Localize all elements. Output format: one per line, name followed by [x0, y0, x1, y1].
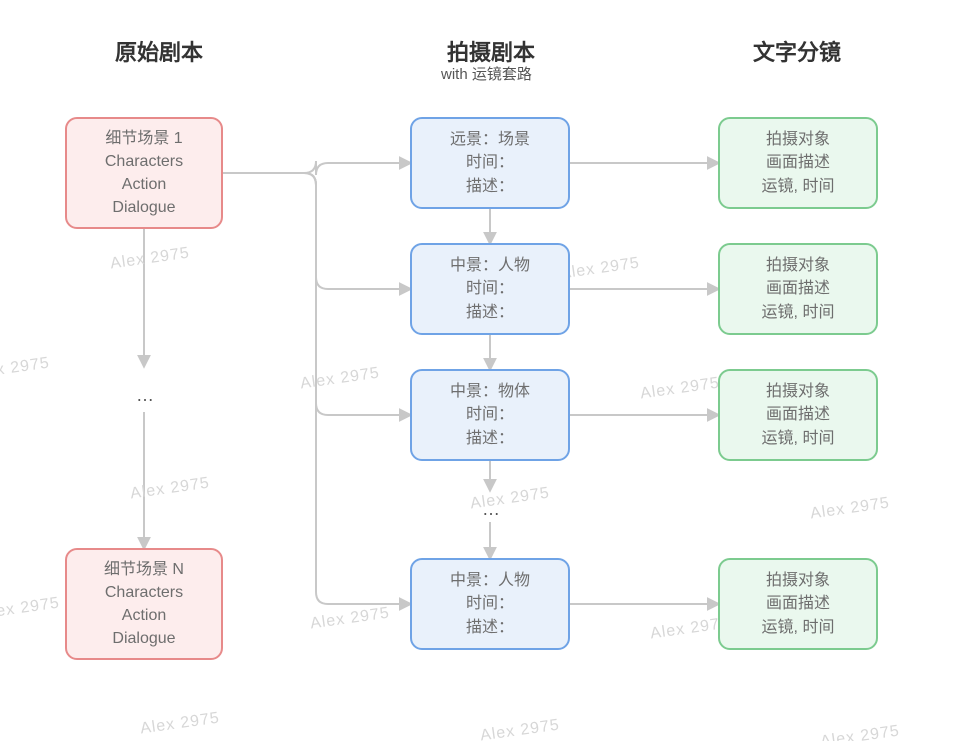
- node-text-line: 拍摄对象: [766, 254, 830, 277]
- node-text-line: Action: [122, 604, 166, 627]
- node-text-line: 拍摄对象: [766, 569, 830, 592]
- watermark: Alex 2975: [129, 475, 211, 504]
- node-text-line: 细节场景 N: [104, 558, 184, 581]
- column-subtitle-2: with 运镜套路: [441, 63, 532, 84]
- node-text-line: 运镜, 时间: [762, 175, 835, 198]
- node-s1: 细节场景 1CharactersActionDialogue: [65, 117, 223, 229]
- node-text-line: 中景：人物: [450, 569, 530, 592]
- node-text-line: 运镜, 时间: [762, 301, 835, 324]
- arrow: [223, 161, 410, 175]
- node-b1: 远景：场景时间：描述：: [410, 117, 570, 209]
- node-text-line: Action: [122, 173, 166, 196]
- node-text-line: Characters: [105, 150, 183, 173]
- node-text-line: 描述：: [466, 301, 514, 324]
- watermark: Alex 2975: [479, 717, 561, 741]
- column-header-3: 文字分镜: [753, 35, 841, 67]
- node-text-line: 时间：: [466, 151, 514, 174]
- watermark: Alex 2975: [559, 255, 641, 284]
- watermark: Alex 2975: [819, 723, 901, 741]
- node-text-line: 中景：物体: [450, 380, 530, 403]
- watermark: Alex 2975: [639, 375, 721, 404]
- node-text-line: 画面描述: [766, 277, 830, 300]
- watermark: Alex 2975: [0, 355, 51, 384]
- node-g3: 拍摄对象画面描述运镜, 时间: [718, 369, 878, 461]
- node-sN: 细节场景 NCharactersActionDialogue: [65, 548, 223, 660]
- node-text-line: 画面描述: [766, 151, 830, 174]
- node-text-line: Characters: [105, 581, 183, 604]
- node-text-line: Dialogue: [112, 627, 175, 650]
- watermark: Alex 2975: [0, 595, 61, 624]
- node-text-line: Dialogue: [112, 196, 175, 219]
- node-text-line: 运镜, 时间: [762, 616, 835, 639]
- arrow: [223, 173, 410, 289]
- node-text-line: 时间：: [466, 403, 514, 426]
- node-g2: 拍摄对象画面描述运镜, 时间: [718, 243, 878, 335]
- watermark: Alex 2975: [309, 605, 391, 634]
- node-text-line: 中景：人物: [450, 254, 530, 277]
- node-text-line: 运镜, 时间: [762, 427, 835, 450]
- column-header-1: 原始剧本: [115, 35, 203, 67]
- arrow: [223, 173, 410, 604]
- watermark: Alex 2975: [299, 365, 381, 394]
- watermark: Alex 2975: [139, 710, 221, 739]
- ellipsis-e_left: …: [136, 385, 154, 406]
- node-b4: 中景：人物时间：描述：: [410, 558, 570, 650]
- node-text-line: 描述：: [466, 175, 514, 198]
- node-g4: 拍摄对象画面描述运镜, 时间: [718, 558, 878, 650]
- diagram-canvas: { "diagram": { "type": "flowchart", "wid…: [0, 0, 960, 741]
- node-text-line: 时间：: [466, 277, 514, 300]
- node-text-line: 描述：: [466, 616, 514, 639]
- node-text-line: 远景：场景: [450, 128, 530, 151]
- node-text-line: 细节场景 1: [105, 127, 182, 150]
- node-b2: 中景：人物时间：描述：: [410, 243, 570, 335]
- ellipsis-e_midv: …: [482, 499, 500, 520]
- node-text-line: 时间：: [466, 592, 514, 615]
- node-b3: 中景：物体时间：描述：: [410, 369, 570, 461]
- watermark: Alex 2975: [109, 245, 191, 274]
- node-text-line: 描述：: [466, 427, 514, 450]
- node-text-line: 拍摄对象: [766, 380, 830, 403]
- node-text-line: 画面描述: [766, 403, 830, 426]
- node-text-line: 拍摄对象: [766, 128, 830, 151]
- node-g1: 拍摄对象画面描述运镜, 时间: [718, 117, 878, 209]
- watermark: Alex 2975: [809, 495, 891, 524]
- arrow: [223, 173, 410, 415]
- node-text-line: 画面描述: [766, 592, 830, 615]
